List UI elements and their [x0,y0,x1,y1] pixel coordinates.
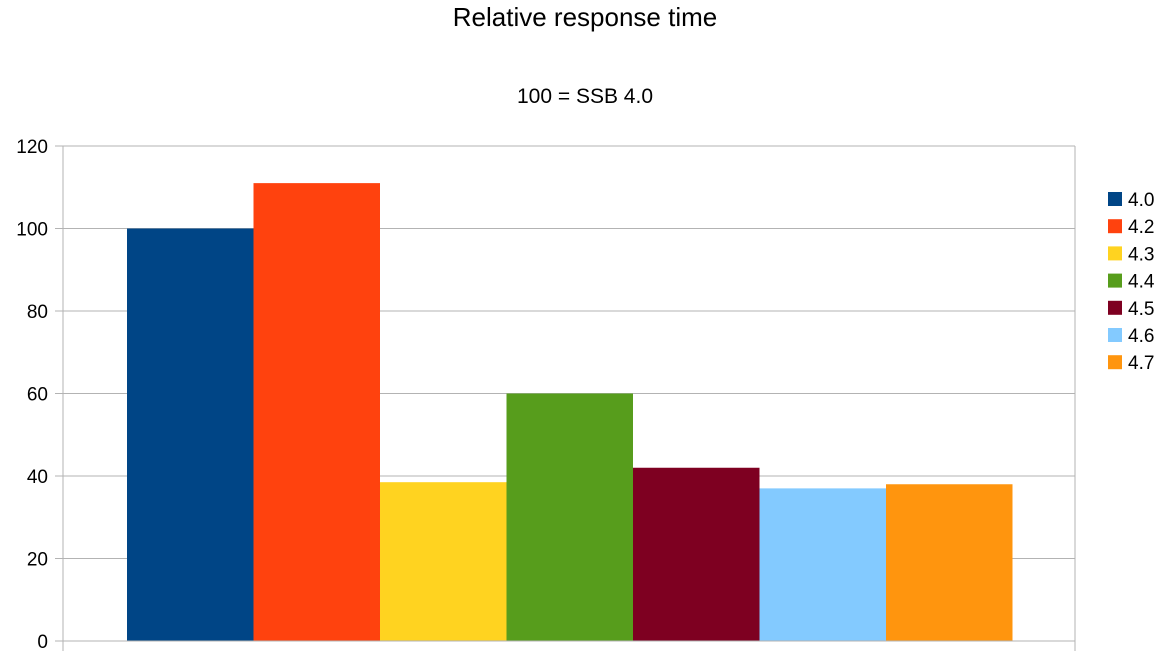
y-tick-label: 60 [27,385,48,406]
bar-4-6 [760,488,887,641]
legend-label-4-3: 4.3 [1128,244,1154,265]
chart-title: Relative response time [453,2,717,32]
bar-4-0 [127,229,254,642]
y-tick-label: 80 [27,302,48,323]
legend-label-4-2: 4.2 [1128,217,1154,238]
y-tick-label: 100 [16,220,48,241]
y-tick-labels: 0 20 40 60 80 100 120 [16,137,48,651]
legend-swatch-4-5 [1108,301,1122,315]
legend-label-4-5: 4.5 [1128,299,1154,320]
legend-swatch-4-4 [1108,274,1122,288]
legend-swatch-4-0 [1108,192,1122,206]
legend-swatch-4-6 [1108,328,1122,342]
y-tick-label: 40 [27,467,48,488]
legend-swatch-4-2 [1108,219,1122,233]
legend-label-4-6: 4.6 [1128,326,1154,347]
bar-4-2 [254,183,381,641]
legend-label-4-7: 4.7 [1128,353,1154,374]
chart-subtitle: 100 = SSB 4.0 [517,85,653,108]
legend: 4.0 4.2 4.3 4.4 4.5 4.6 4.7 [1108,190,1155,374]
bar-4-5 [633,468,760,641]
bars [127,183,1013,641]
y-tick-label: 120 [16,137,48,158]
bar-4-3 [380,482,507,641]
legend-swatch-4-3 [1108,246,1122,260]
bar-4-7 [886,484,1013,641]
y-tick-label: 20 [27,550,48,571]
legend-label-4-4: 4.4 [1128,272,1155,293]
legend-label-4-0: 4.0 [1128,190,1154,211]
bar-4-4 [507,394,634,642]
y-tick-label: 0 [37,632,48,651]
legend-swatch-4-7 [1108,355,1122,369]
